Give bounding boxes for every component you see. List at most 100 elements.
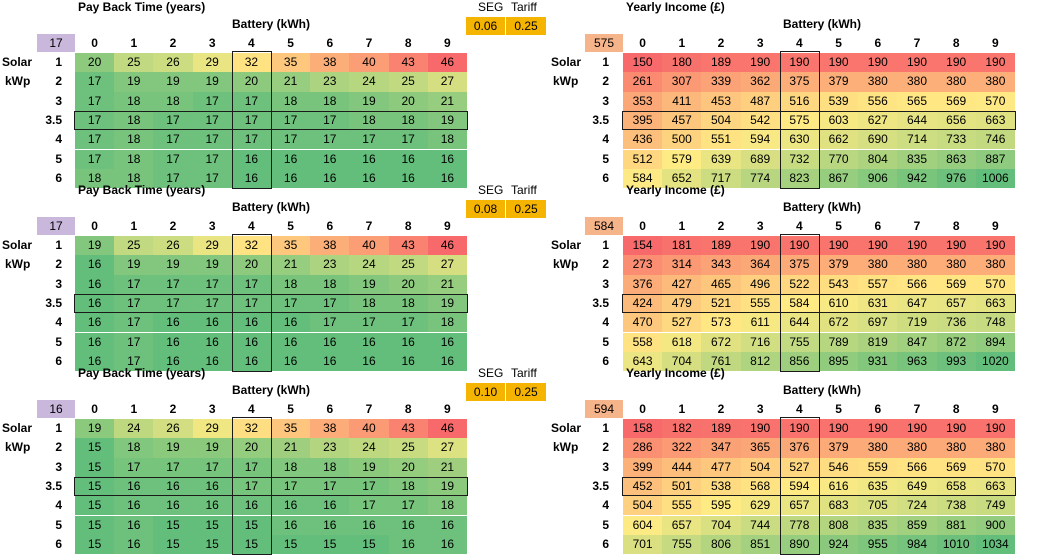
table-cell[interactable]: 17 <box>153 274 193 294</box>
table-cell[interactable]: 732 <box>779 149 819 169</box>
table-cell[interactable]: 190 <box>936 419 976 439</box>
table-cell[interactable]: 190 <box>897 53 937 73</box>
table-cell[interactable]: 17 <box>192 274 232 294</box>
table-cell[interactable]: 584 <box>623 168 663 189</box>
table-cell[interactable]: 376 <box>779 438 819 458</box>
table-cell[interactable]: 24 <box>349 255 389 275</box>
table-cell[interactable]: 656 <box>936 110 976 131</box>
table-cell[interactable]: 559 <box>858 457 898 477</box>
table-cell[interactable]: 190 <box>936 53 976 73</box>
table-cell[interactable]: 20 <box>388 274 428 294</box>
table-cell[interactable]: 755 <box>662 534 702 555</box>
table-cell[interactable]: 736 <box>936 313 976 333</box>
table-cell[interactable]: 15 <box>75 476 115 497</box>
table-cell[interactable]: 744 <box>740 515 780 535</box>
table-cell[interactable]: 17 <box>192 457 232 477</box>
table-cell[interactable]: 343 <box>701 255 741 275</box>
table-cell[interactable]: 190 <box>975 236 1015 256</box>
table-cell[interactable]: 29 <box>192 236 232 256</box>
table-cell[interactable]: 19 <box>114 72 154 92</box>
table-cell[interactable]: 23 <box>310 72 350 92</box>
table-cell[interactable]: 19 <box>153 72 193 92</box>
table-cell[interactable]: 594 <box>779 476 819 497</box>
table-cell[interactable]: 610 <box>819 293 859 314</box>
table-cell[interactable]: 19 <box>349 457 389 477</box>
table-cell[interactable]: 376 <box>623 274 663 294</box>
table-cell[interactable]: 380 <box>975 255 1015 275</box>
table-cell[interactable]: 16 <box>75 332 115 352</box>
table-cell[interactable]: 181 <box>662 236 702 256</box>
table-cell[interactable]: 15 <box>75 496 115 516</box>
table-cell[interactable]: 516 <box>779 91 819 111</box>
table-cell[interactable]: 18 <box>310 274 350 294</box>
table-cell[interactable]: 20 <box>231 438 271 458</box>
table-cell[interactable]: 457 <box>662 110 702 131</box>
table-cell[interactable]: 630 <box>779 130 819 150</box>
table-cell[interactable]: 380 <box>897 255 937 275</box>
table-cell[interactable]: 380 <box>897 438 937 458</box>
table-cell[interactable]: 18 <box>114 438 154 458</box>
table-cell[interactable]: 17 <box>114 274 154 294</box>
table-cell[interactable]: 15 <box>271 534 311 555</box>
table-cell[interactable]: 16 <box>271 149 311 169</box>
table-cell[interactable]: 993 <box>936 351 976 372</box>
table-cell[interactable]: 652 <box>662 168 702 189</box>
table-cell[interactable]: 16 <box>231 351 271 372</box>
table-cell[interactable]: 774 <box>740 168 780 189</box>
table-cell[interactable]: 43 <box>388 236 428 256</box>
table-cell[interactable]: 15 <box>192 534 232 555</box>
table-cell[interactable]: 38 <box>310 53 350 73</box>
table-cell[interactable]: 557 <box>858 274 898 294</box>
table-cell[interactable]: 364 <box>740 255 780 275</box>
table-cell[interactable]: 504 <box>701 110 741 131</box>
table-cell[interactable]: 25 <box>388 255 428 275</box>
table-cell[interactable]: 19 <box>75 419 115 439</box>
table-cell[interactable]: 16 <box>310 149 350 169</box>
table-cell[interactable]: 190 <box>819 53 859 73</box>
table-cell[interactable]: 662 <box>819 130 859 150</box>
table-cell[interactable]: 21 <box>427 457 467 477</box>
seg-value-input[interactable]: 0.08 <box>466 200 505 218</box>
table-cell[interactable]: 647 <box>897 293 937 314</box>
table-cell[interactable]: 697 <box>858 313 898 333</box>
table-cell[interactable]: 900 <box>975 515 1015 535</box>
table-cell[interactable]: 379 <box>819 255 859 275</box>
table-cell[interactable]: 399 <box>623 457 663 477</box>
table-cell[interactable]: 23 <box>310 438 350 458</box>
table-cell[interactable]: 522 <box>779 274 819 294</box>
table-cell[interactable]: 17 <box>153 168 193 189</box>
table-cell[interactable]: 555 <box>740 293 780 314</box>
table-cell[interactable]: 689 <box>740 149 780 169</box>
table-cell[interactable]: 17 <box>231 130 271 150</box>
table-cell[interactable]: 190 <box>897 419 937 439</box>
table-cell[interactable]: 19 <box>427 476 467 497</box>
table-cell[interactable]: 453 <box>701 91 741 111</box>
table-cell[interactable]: 477 <box>701 457 741 477</box>
table-cell[interactable]: 955 <box>858 534 898 555</box>
table-cell[interactable]: 32 <box>231 236 271 256</box>
table-cell[interactable]: 931 <box>858 351 898 372</box>
table-cell[interactable]: 18 <box>114 110 154 131</box>
table-cell[interactable]: 190 <box>779 419 819 439</box>
table-cell[interactable]: 35 <box>271 53 311 73</box>
table-cell[interactable]: 17 <box>388 313 428 333</box>
table-cell[interactable]: 1034 <box>975 534 1015 555</box>
table-cell[interactable]: 15 <box>75 515 115 535</box>
table-cell[interactable]: 189 <box>701 236 741 256</box>
table-cell[interactable]: 21 <box>427 274 467 294</box>
table-cell[interactable]: 19 <box>114 255 154 275</box>
table-cell[interactable]: 17 <box>153 293 193 314</box>
table-cell[interactable]: 380 <box>858 255 898 275</box>
table-cell[interactable]: 565 <box>897 91 937 111</box>
table-cell[interactable]: 18 <box>427 313 467 333</box>
table-cell[interactable]: 1010 <box>936 534 976 555</box>
table-cell[interactable]: 347 <box>701 438 741 458</box>
table-cell[interactable]: 17 <box>310 476 350 497</box>
table-cell[interactable]: 558 <box>623 332 663 352</box>
table-cell[interactable]: 17 <box>114 457 154 477</box>
table-cell[interactable]: 16 <box>271 351 311 372</box>
table-cell[interactable]: 16 <box>153 476 193 497</box>
table-cell[interactable]: 46 <box>427 419 467 439</box>
table-cell[interactable]: 569 <box>936 274 976 294</box>
table-cell[interactable]: 20 <box>75 53 115 73</box>
